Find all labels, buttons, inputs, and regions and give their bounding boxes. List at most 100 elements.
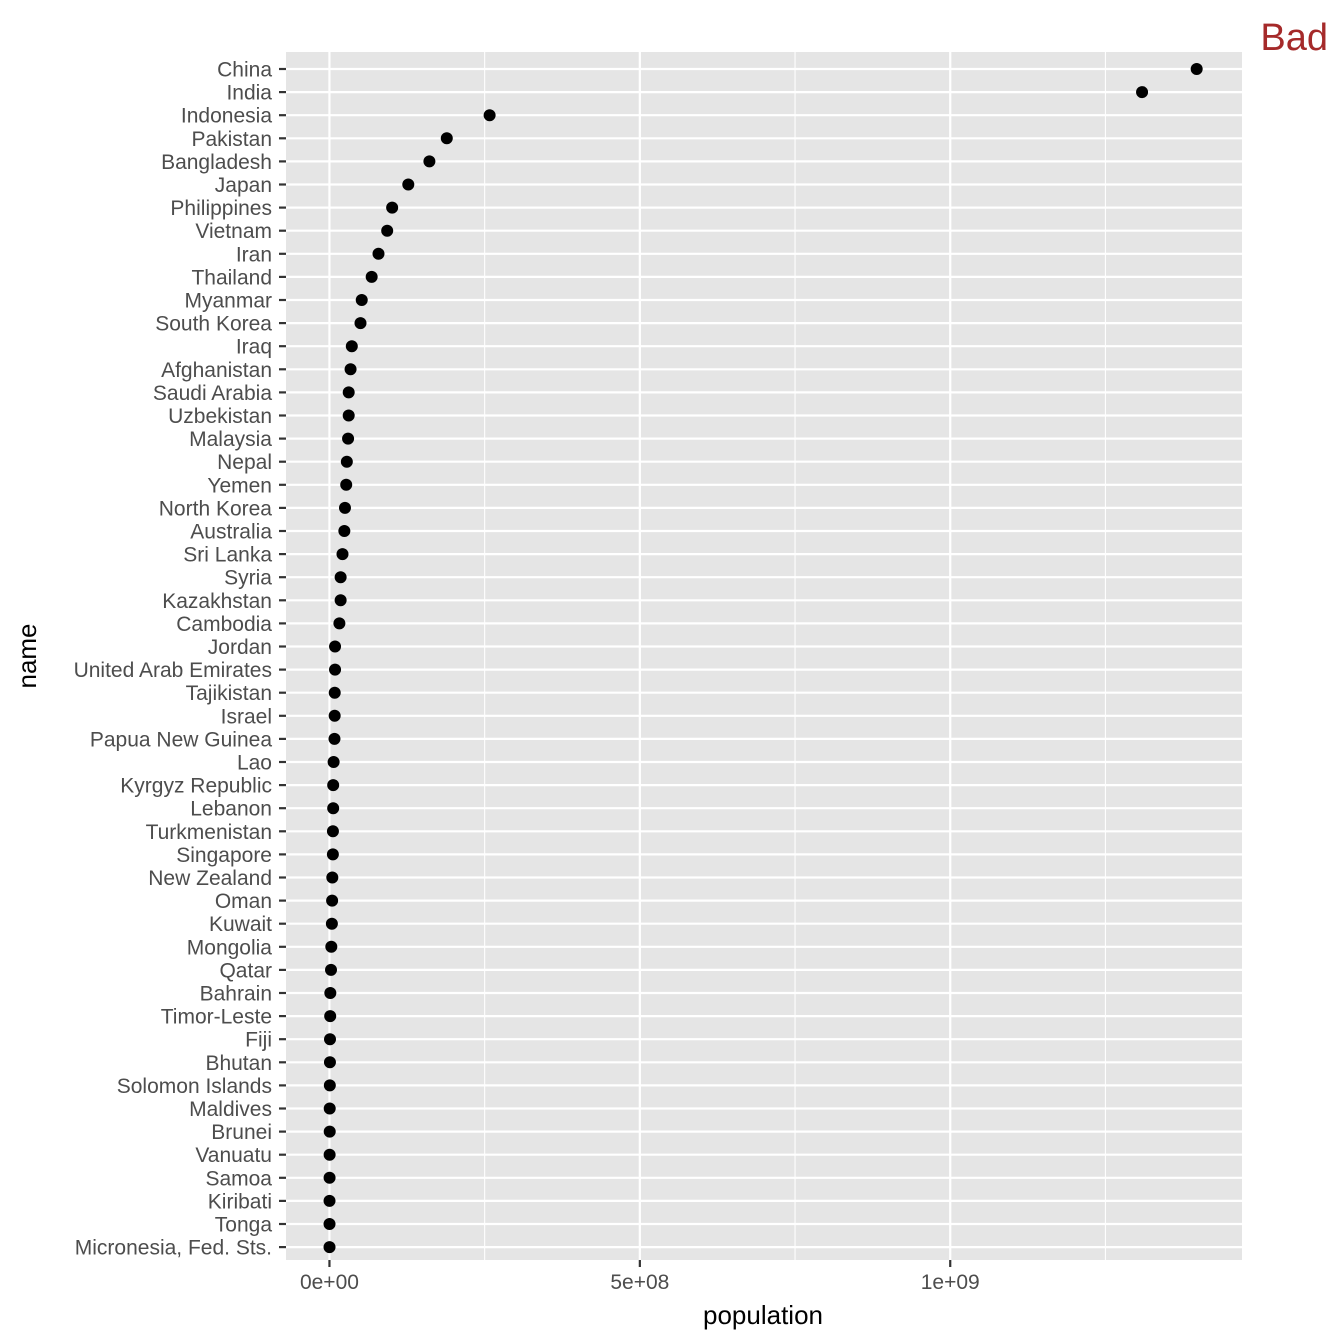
data-point <box>323 1218 336 1230</box>
y-tick-label: Kazakhstan <box>162 590 272 613</box>
data-point <box>483 109 496 122</box>
y-tick-label: Micronesia, Fed. Sts. <box>75 1237 272 1260</box>
y-tick-label: Philippines <box>170 197 272 220</box>
y-tick-label: Qatar <box>219 959 272 982</box>
data-point <box>355 294 368 306</box>
y-axis-title: name <box>12 623 42 688</box>
y-tick-label: United Arab Emirates <box>74 659 272 682</box>
y-tick-label: Jordan <box>208 636 272 659</box>
data-point <box>325 963 338 976</box>
data-point <box>329 663 342 676</box>
y-tick-label: Syria <box>224 567 272 590</box>
y-tick-label: Cambodia <box>176 613 272 636</box>
data-point <box>340 455 353 468</box>
y-tick-label: Thailand <box>191 266 272 289</box>
y-tick-label: Solomon Islands <box>117 1075 272 1098</box>
data-points <box>323 63 1203 1254</box>
y-tick-label: China <box>217 59 272 82</box>
data-point <box>338 525 351 537</box>
y-tick-label: Singapore <box>176 844 272 867</box>
y-tick-label: Australia <box>190 521 272 544</box>
y-tick-label: Timor-Leste <box>161 1006 272 1029</box>
grid-lines <box>286 52 1242 1260</box>
data-point <box>386 201 399 214</box>
data-point <box>323 1079 336 1092</box>
y-tick-label: Brunei <box>211 1121 272 1144</box>
y-tick-label: South Korea <box>155 313 272 336</box>
data-point <box>342 432 355 445</box>
y-tick-label: Uzbekistan <box>168 405 272 428</box>
x-axis: 0e+00 5e+08 1e+09 <box>300 1260 980 1294</box>
y-tick-label: Papua New Guinea <box>90 728 272 751</box>
y-tick-label: Saudi Arabia <box>153 382 272 405</box>
data-point <box>326 848 339 861</box>
data-point <box>324 987 337 999</box>
data-point <box>326 871 339 884</box>
y-tick-label: Malaysia <box>189 428 272 451</box>
data-point <box>1136 86 1149 99</box>
data-point <box>402 178 415 191</box>
data-point <box>1190 63 1203 75</box>
data-point <box>328 709 341 722</box>
data-point <box>338 501 351 514</box>
y-tick-label: Kiribati <box>208 1190 272 1213</box>
y-tick-label: Tajikistan <box>186 682 272 705</box>
y-tick-label: Sri Lanka <box>183 544 272 567</box>
data-point <box>372 247 385 260</box>
data-point <box>326 825 339 838</box>
y-tick-label: Israel <box>221 705 272 728</box>
y-tick-label: Bhutan <box>205 1052 272 1075</box>
y-tick-label: Oman <box>215 890 272 913</box>
data-point <box>325 917 338 930</box>
data-point <box>323 1148 336 1161</box>
y-tick-label: Kuwait <box>209 913 272 936</box>
data-point <box>323 1171 336 1184</box>
y-tick-label: Pakistan <box>191 128 272 151</box>
y-tick-label: Indonesia <box>181 105 272 128</box>
data-point <box>365 270 378 283</box>
data-point <box>334 571 347 584</box>
x-tick-label: 0e+00 <box>300 1271 359 1294</box>
data-point <box>323 1056 336 1069</box>
y-tick-label: Vietnam <box>195 220 272 243</box>
y-tick-label: Myanmar <box>184 290 272 313</box>
data-point <box>326 894 339 907</box>
y-tick-label: Yemen <box>207 474 272 497</box>
data-point <box>327 802 340 815</box>
y-tick-label: New Zealand <box>148 867 272 890</box>
data-point <box>336 548 349 561</box>
data-point <box>354 317 367 330</box>
data-point <box>342 386 355 399</box>
data-point <box>381 224 394 237</box>
y-tick-label: Maldives <box>189 1098 272 1121</box>
data-point <box>334 594 347 607</box>
y-tick-label: North Korea <box>159 497 273 520</box>
data-point <box>324 1033 337 1046</box>
data-point <box>323 1194 336 1207</box>
y-tick-label: Bangladesh <box>161 151 272 174</box>
y-tick-label: Lao <box>237 752 272 775</box>
y-tick-label: Bahrain <box>200 983 272 1006</box>
data-point <box>323 1102 336 1115</box>
y-axis: ChinaIndiaIndonesiaPakistanBangladeshJap… <box>74 59 286 1260</box>
y-tick-label: Mongolia <box>187 936 273 959</box>
data-point <box>328 686 341 699</box>
data-point <box>344 363 357 376</box>
data-point <box>323 1241 336 1254</box>
y-tick-label: Turkmenistan <box>146 821 272 844</box>
y-tick-label: Fiji <box>245 1029 272 1052</box>
y-tick-label: Iraq <box>236 336 272 359</box>
x-tick-label: 5e+08 <box>610 1271 669 1294</box>
data-point <box>340 478 353 491</box>
x-tick-label: 1e+09 <box>921 1271 980 1294</box>
data-point <box>345 340 358 353</box>
y-tick-label: Kyrgyz Republic <box>120 775 272 798</box>
y-tick-label: Iran <box>236 243 272 266</box>
y-tick-label: Nepal <box>217 451 272 474</box>
plot-title: Bad <box>1260 17 1328 59</box>
data-point <box>333 617 346 630</box>
y-tick-label: Tonga <box>215 1214 273 1237</box>
data-point <box>440 132 453 145</box>
data-point <box>323 1125 336 1138</box>
y-tick-label: Samoa <box>205 1167 272 1190</box>
